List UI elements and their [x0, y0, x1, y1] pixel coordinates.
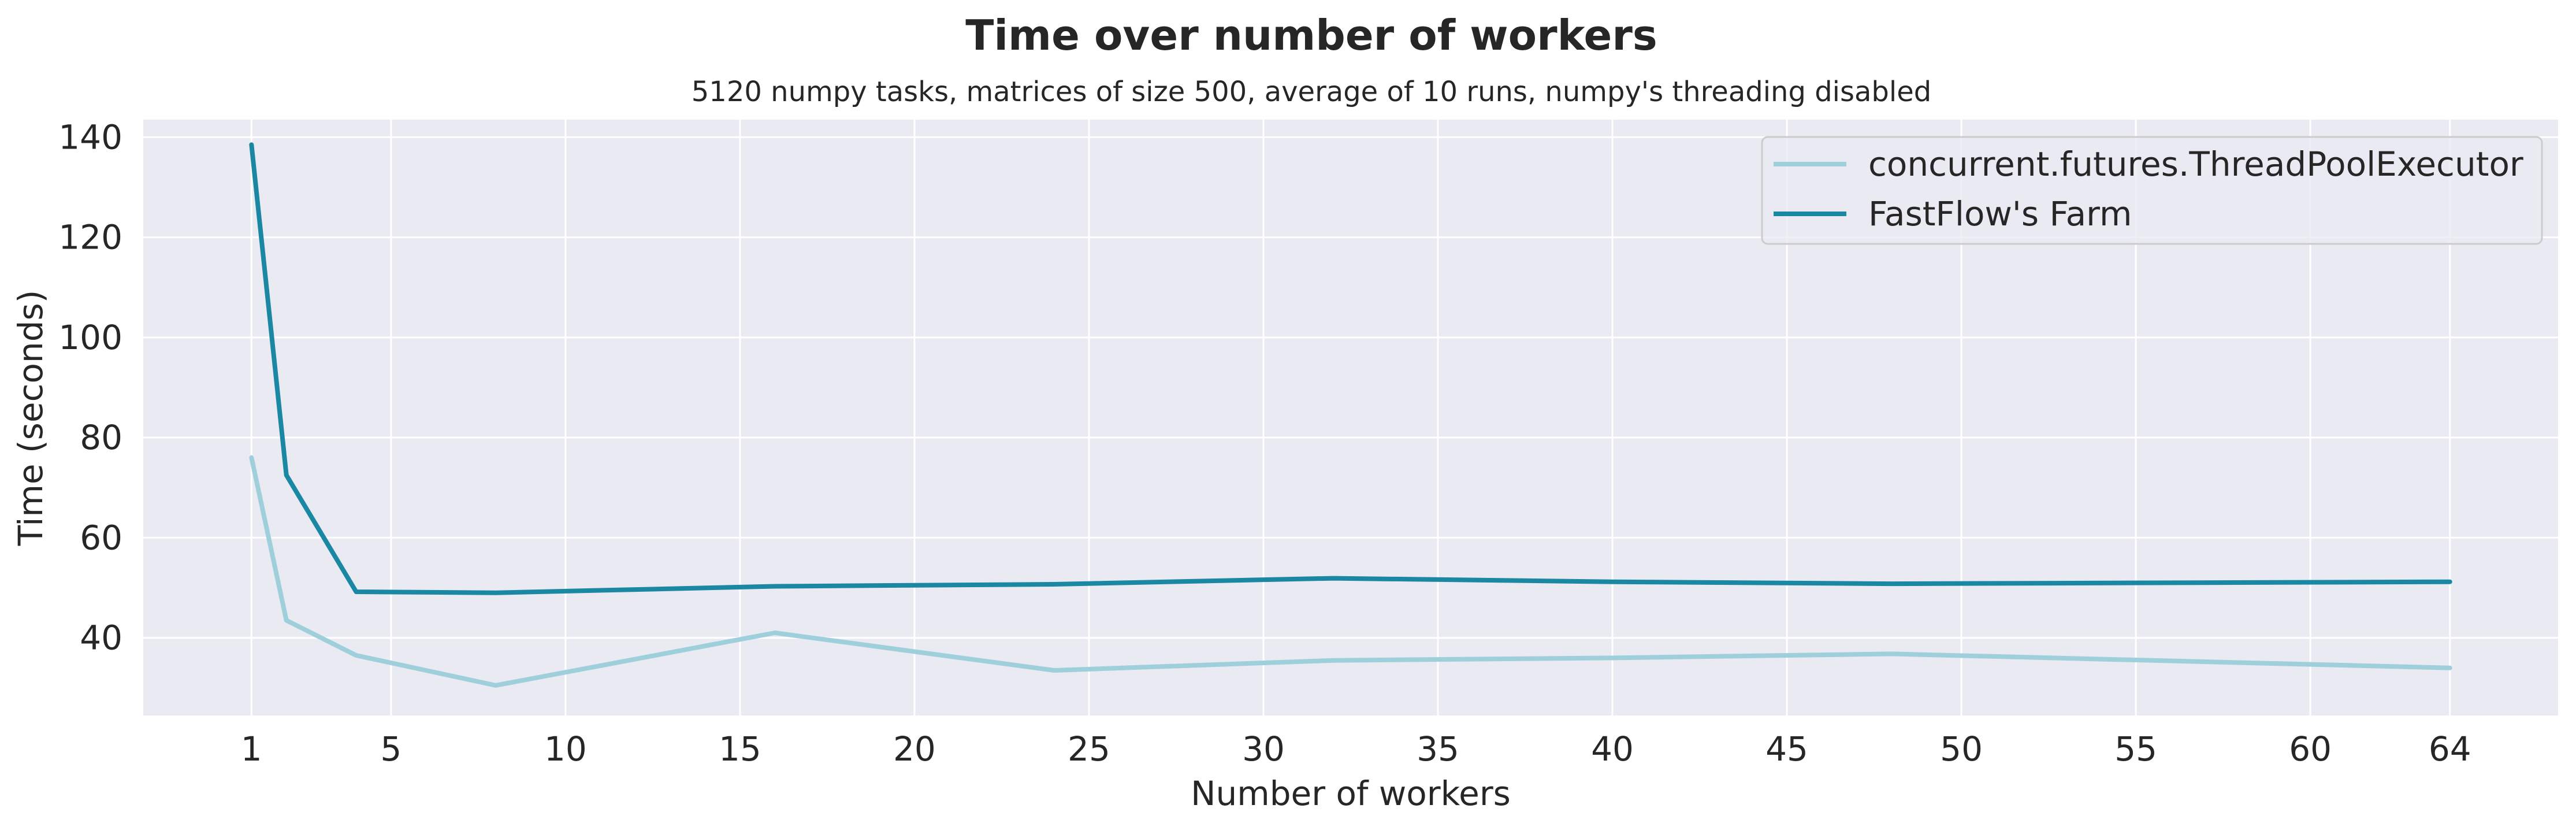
legend: concurrent.futures.ThreadPoolExecutor Fa…	[1761, 136, 2543, 245]
x-tick-label: 50	[1940, 729, 1983, 769]
x-tick-label: 25	[1068, 729, 1110, 769]
y-tick-labels: 40 60 80 100 120 140	[58, 117, 122, 657]
x-tick-label: 1	[241, 729, 262, 769]
series-line-fastflow	[249, 142, 2452, 595]
x-tick-labels: 1 5 10 15 20 25 30 35 40 45 50 55 60 64	[241, 729, 2471, 769]
series-line-threadpool	[249, 455, 2452, 688]
x-tick-label: 45	[1765, 729, 1808, 769]
chart-subtitle: 5120 numpy tasks, matrices of size 500, …	[692, 76, 1931, 108]
x-gridlines	[250, 120, 2451, 715]
x-tick-label: 55	[2114, 729, 2157, 769]
y-tick-label: 140	[58, 117, 122, 157]
x-tick-label: 10	[544, 729, 587, 769]
x-axis-label: Number of workers	[1191, 774, 1511, 813]
x-tick-label: 15	[719, 729, 761, 769]
series-layer	[249, 142, 2452, 688]
y-tick-label: 80	[80, 418, 122, 457]
legend-box	[1761, 136, 2543, 245]
legend-label-fastflow: FastFlow's Farm	[1868, 194, 2132, 233]
x-tick-label: 5	[380, 729, 402, 769]
chart-title: Time over number of workers	[965, 11, 1657, 60]
y-tick-label: 40	[80, 618, 122, 658]
y-tick-label: 100	[58, 318, 122, 357]
x-tick-label: 35	[1417, 729, 1459, 769]
x-tick-label: 20	[893, 729, 936, 769]
x-tick-label: 64	[2429, 729, 2471, 769]
x-tick-label: 30	[1242, 729, 1285, 769]
y-tick-label: 120	[58, 218, 122, 257]
y-tick-label: 60	[80, 518, 122, 557]
x-tick-label: 60	[2289, 729, 2332, 769]
y-axis-label: Time (seconds)	[11, 290, 50, 547]
legend-label-threadpool: concurrent.futures.ThreadPoolExecutor	[1868, 144, 2523, 184]
x-tick-label: 40	[1591, 729, 1634, 769]
